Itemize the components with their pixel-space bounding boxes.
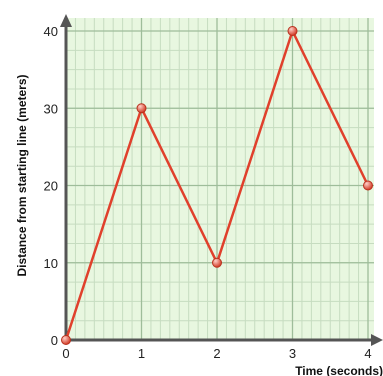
y-tick-label: 30 — [44, 101, 58, 116]
data-point — [61, 335, 71, 345]
data-point — [363, 180, 373, 191]
x-tick-label: 3 — [289, 346, 296, 361]
data-point — [136, 103, 147, 114]
x-axis-arrow — [371, 334, 383, 346]
y-axis-arrow — [60, 14, 72, 27]
data-point — [212, 257, 222, 268]
y-axis-label: Distance from starting line (meters) — [15, 74, 29, 276]
axes — [60, 14, 383, 346]
x-tick-label: 2 — [213, 346, 220, 361]
x-tick-label: 0 — [62, 346, 69, 361]
y-tick-label: 10 — [44, 256, 58, 271]
y-tick-label: 40 — [44, 24, 58, 39]
x-tick-label: 4 — [364, 346, 371, 361]
data-point — [287, 26, 298, 36]
x-tick-label: 1 — [138, 346, 145, 361]
data-series — [61, 26, 373, 345]
x-axis-label: Time (seconds) — [295, 364, 383, 376]
y-tick-label: 20 — [44, 179, 58, 194]
plot-area — [66, 18, 374, 340]
y-tick-label: 0 — [51, 333, 58, 348]
